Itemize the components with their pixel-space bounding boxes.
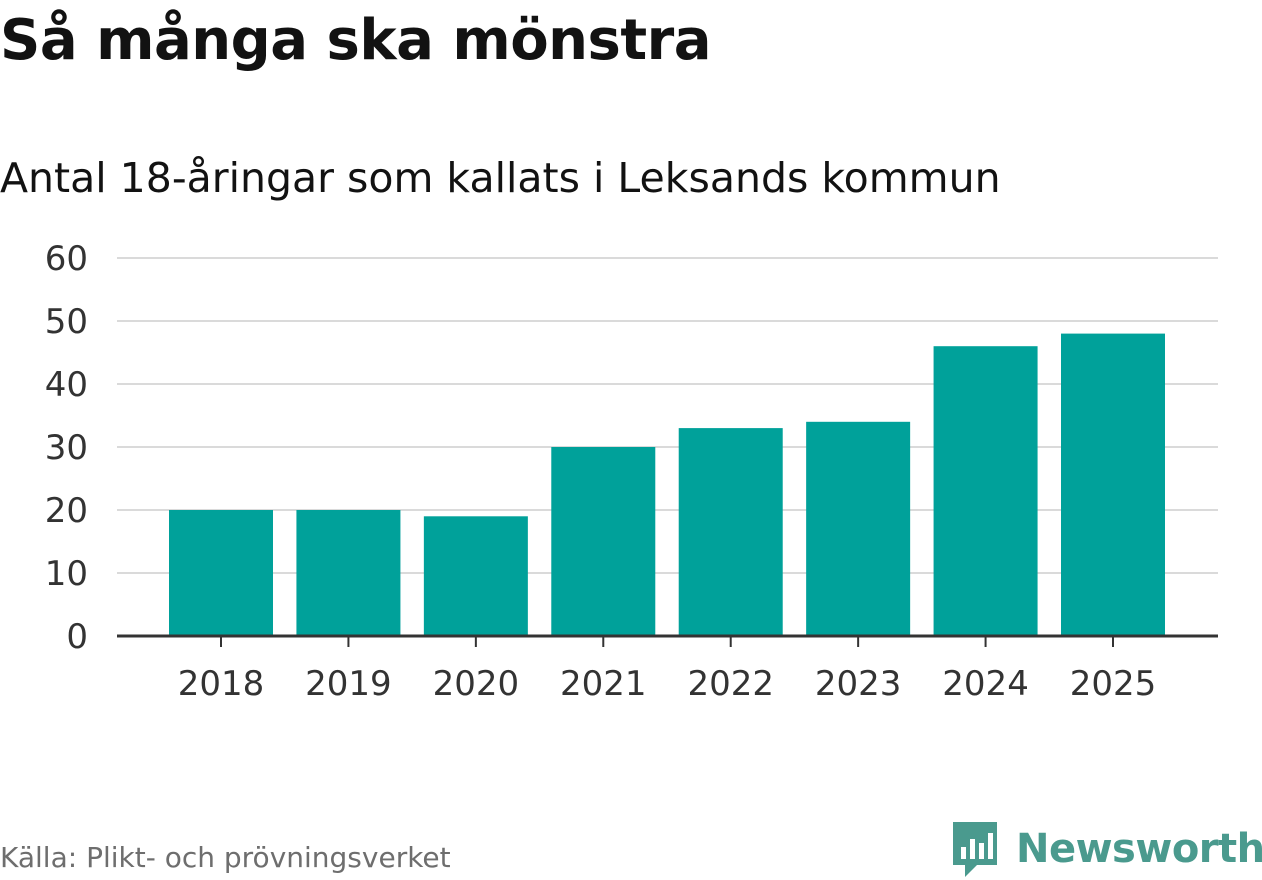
y-axis-ticks: 0 10 20 30 40 50 60 [45,239,88,657]
x-tick-label: 2020 [433,664,520,704]
bar-chart-speech-bubble-icon [953,822,997,877]
x-tick-label: 2022 [687,664,774,704]
y-tick-label: 50 [45,302,88,342]
bar-2018 [169,510,273,636]
x-tick-label: 2025 [1070,664,1157,704]
bars [169,333,1165,636]
chart-title: Så många ska mönstra [0,8,712,73]
bar-2025 [1061,333,1165,636]
y-tick-label: 0 [66,617,88,657]
brand-logo: Newsworthy [950,818,1262,880]
bar-2021 [551,447,656,636]
y-tick-label: 20 [45,491,88,531]
x-tick-label: 2018 [178,664,265,704]
source-note: Källa: Plikt- och prövningsverket [0,841,451,874]
y-tick-label: 10 [45,554,88,594]
bar-2022 [678,428,783,636]
x-tick-label: 2021 [560,664,647,704]
chart-subtitle: Antal 18-åringar som kallats i Leksands … [0,154,1001,202]
y-tick-label: 30 [45,428,88,468]
bar-2019 [296,510,401,636]
gridlines [117,257,1218,574]
bar-2023 [806,421,911,636]
y-tick-label: 60 [45,239,88,279]
bar-2024 [933,346,1038,636]
x-tick-label: 2019 [305,664,392,704]
brand-name: Newsworthy [1016,826,1262,872]
bar-2020 [423,516,528,636]
x-tick-label: 2024 [942,664,1029,704]
x-tick-label: 2023 [815,664,902,704]
y-tick-label: 40 [45,365,88,405]
x-axis-ticks: 2018 2019 2020 2021 2022 2023 2024 2025 [178,636,1157,704]
